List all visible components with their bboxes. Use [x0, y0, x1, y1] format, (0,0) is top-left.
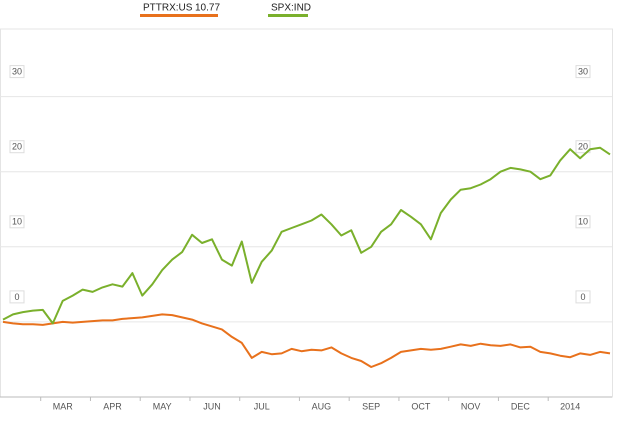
tick-box — [9, 65, 25, 79]
y-tick-label: 20 — [12, 142, 22, 152]
y2-tick-label: 10 — [578, 217, 588, 227]
tick-box — [9, 290, 25, 304]
legend-swatch — [268, 14, 308, 17]
legend-label: PTTRX:US — [143, 3, 193, 14]
legend-price: 10.77 — [195, 3, 220, 14]
y-tick-label: 0 — [14, 292, 19, 302]
x-tick-label: 2014 — [560, 401, 580, 411]
y2-tick-label: 20 — [578, 142, 588, 152]
x-tick-label: JUN — [203, 401, 221, 411]
y2-tick-label: 30 — [578, 66, 588, 76]
x-tick-label: DEC — [511, 401, 531, 411]
tick-box — [575, 140, 591, 154]
x-tick-label: MAR — [53, 401, 74, 411]
tick-box — [9, 215, 25, 229]
x-tick-label: SEP — [362, 401, 380, 411]
y-tick-label: 10 — [12, 217, 22, 227]
x-tick-label: NOV — [461, 401, 481, 411]
series-line — [2, 313, 611, 368]
x-tick-label: MAY — [153, 401, 172, 411]
series-line — [2, 146, 611, 325]
x-tick-label: OCT — [411, 401, 431, 411]
x-tick-label: APR — [103, 401, 122, 411]
x-tick-label: AUG — [312, 401, 332, 411]
tick-box — [9, 140, 25, 154]
y-tick-label: 30 — [12, 66, 22, 76]
legend-label: SPX:IND — [271, 3, 311, 14]
tick-box — [575, 290, 591, 304]
tick-box — [575, 65, 591, 79]
y2-tick-label: 0 — [580, 292, 585, 302]
plot-frame — [0, 28, 613, 398]
tick-box — [575, 215, 591, 229]
x-tick-label: JUL — [254, 401, 270, 411]
legend-swatch — [140, 14, 218, 17]
